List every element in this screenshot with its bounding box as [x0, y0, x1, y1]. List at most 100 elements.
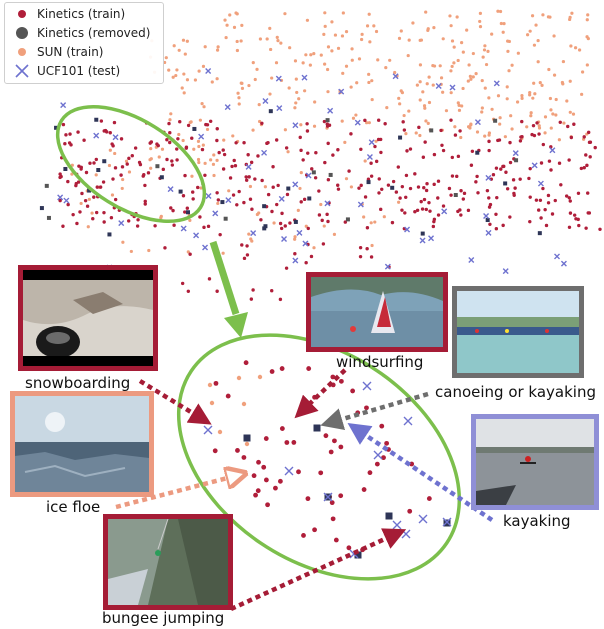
kinetics-train-point	[502, 164, 506, 169]
sun-train-point	[365, 24, 370, 28]
sun-train-point	[190, 174, 194, 178]
kinetics-train-point	[231, 193, 236, 197]
kinetics-train-point	[423, 140, 427, 144]
ucf101-test-point	[198, 133, 205, 140]
sun-train-point	[236, 375, 242, 381]
sun-train-point	[402, 113, 406, 118]
ucf101-test-point	[474, 119, 481, 126]
kinetics-train-point	[379, 207, 383, 212]
ucf101-test-point	[63, 197, 70, 204]
sun-train-point	[367, 80, 371, 85]
sun-train-point	[427, 75, 431, 79]
kinetics-train-point	[135, 224, 140, 228]
sun-train-point	[207, 382, 213, 388]
sun-train-point	[469, 77, 473, 81]
sun-train-point	[212, 153, 216, 157]
kinetics-train-point	[222, 152, 227, 157]
kinetics-removed-point	[44, 183, 49, 188]
kinetics-train-point	[586, 191, 590, 195]
kinetics-train-point	[528, 166, 532, 171]
kinetics-train-point	[186, 123, 191, 128]
kinetics-train-point	[511, 178, 516, 182]
ucf101-test-point	[292, 122, 299, 129]
sun-train-point	[471, 51, 475, 56]
kinetics-removed-point	[475, 150, 480, 155]
kinetics-train-point	[270, 288, 274, 293]
kinetics-train-point	[203, 173, 207, 177]
sun-train-point	[427, 100, 432, 105]
sun-train-point	[418, 63, 423, 67]
sun-train-point	[215, 77, 219, 81]
kinetics-train-point	[495, 195, 499, 200]
sun-train-point	[461, 86, 465, 91]
kinetics-train-point	[207, 277, 212, 281]
kinetics-train-point	[178, 120, 182, 124]
sun-train-point	[237, 96, 241, 100]
sun-train-point	[376, 58, 380, 62]
kinetics-train-point	[447, 186, 452, 191]
sun-train-point	[157, 155, 161, 159]
sun-train-point	[374, 29, 379, 34]
kinetics-train-point	[518, 177, 522, 181]
embedding-cloud-overview	[39, 9, 602, 303]
kinetics-train-point	[462, 191, 467, 196]
kinetics-train-point	[241, 455, 247, 460]
kinetics-train-point	[138, 162, 143, 167]
sun-train-point	[174, 73, 178, 78]
kinetics-train-point	[168, 130, 172, 135]
kinetics-train-point	[585, 163, 589, 168]
legend: Kinetics (train) Kinetics (removed) SUN …	[4, 2, 164, 84]
sun-train-point	[275, 35, 279, 39]
sun-train-point	[197, 144, 201, 149]
ucf101-test-point	[224, 104, 231, 111]
ucf101-test-point	[180, 225, 187, 232]
kinetics-train-point	[584, 226, 588, 230]
kinetics-train-point	[305, 129, 310, 133]
sun-train-point	[295, 90, 299, 95]
kinetics-train-point	[280, 211, 284, 216]
kinetics-train-point	[74, 183, 78, 188]
sun-train-point	[326, 45, 331, 49]
kinetics-train-point	[326, 141, 330, 146]
sun-train-point	[274, 61, 279, 65]
sun-train-point	[164, 56, 168, 60]
kinetics-train-point	[380, 187, 384, 191]
kinetics-train-point	[386, 183, 391, 187]
ice-floe-thumbnail	[10, 391, 154, 497]
sun-train-point	[530, 14, 535, 18]
sun-train-point	[568, 17, 572, 22]
sun-train-point	[397, 200, 401, 204]
sun-train-point	[418, 80, 422, 84]
sun-train-point	[319, 202, 323, 207]
kinetics-removed-point	[325, 118, 330, 123]
sun-train-point	[223, 18, 227, 22]
kinetics-train-point	[547, 159, 552, 163]
kinetics-train-point	[381, 455, 386, 461]
kinetics-train-point	[550, 212, 555, 216]
kinetics-train-point	[208, 119, 213, 123]
ucf101-test-point	[441, 208, 448, 215]
kinetics-train-point	[458, 129, 462, 133]
sun-train-point	[368, 40, 372, 44]
sun-train-point	[533, 92, 537, 96]
kinetics-train-point	[350, 388, 356, 394]
sun-train-point	[466, 79, 470, 83]
kinetics-train-point	[66, 202, 70, 207]
sun-train-point	[319, 53, 323, 57]
kinetics-train-point	[180, 281, 185, 286]
kinetics-removed-point	[54, 125, 59, 130]
sun-train-point	[325, 67, 330, 72]
sun-train-point	[481, 55, 485, 59]
sun-train-point	[421, 90, 425, 94]
sun-train-point	[449, 91, 453, 95]
kinetics-train-point	[367, 470, 373, 476]
kinetics-train-point	[358, 254, 363, 259]
kinetics-train-point	[532, 133, 537, 138]
sun-train-point	[308, 63, 312, 67]
kinetics-removed-point	[307, 196, 312, 201]
kinetics-train-point	[313, 176, 318, 180]
sun-train-point	[209, 158, 213, 162]
sun-train-point	[301, 61, 305, 65]
sun-train-point	[502, 22, 506, 26]
